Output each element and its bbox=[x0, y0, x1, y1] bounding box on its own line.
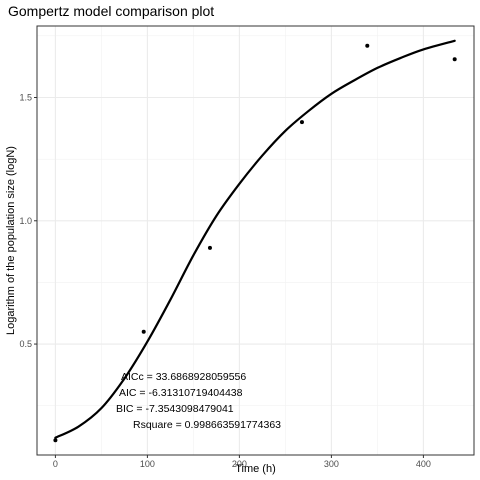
fitted-curve bbox=[54, 39, 456, 439]
axis-ticks: 0 100 200 300 400 0.5 1.0 1.5 bbox=[19, 93, 430, 470]
y-tick-label: 1.5 bbox=[19, 93, 32, 103]
x-tick-label: 0 bbox=[53, 459, 58, 469]
x-tick-label: 100 bbox=[140, 459, 155, 469]
x-tick-label: 300 bbox=[324, 459, 339, 469]
data-point bbox=[207, 245, 212, 250]
data-points bbox=[53, 43, 457, 443]
y-axis-title: Logarithm of the population size (logN) bbox=[5, 146, 17, 335]
y-tick-label: 1.0 bbox=[19, 216, 32, 226]
fitted-curve-layer bbox=[54, 39, 456, 439]
data-point bbox=[53, 438, 58, 443]
annotation-aic: AIC = -6.31310719404438 bbox=[119, 387, 243, 399]
plot-border bbox=[36, 25, 475, 456]
data-point bbox=[141, 329, 146, 334]
x-tick-label: 200 bbox=[232, 459, 247, 469]
annotation-rsquare: Rsquare = 0.998663591774363 bbox=[133, 419, 281, 431]
y-tick-label: 0.5 bbox=[19, 339, 32, 349]
data-point bbox=[452, 57, 457, 62]
data-point bbox=[299, 120, 304, 125]
annotation-aicc: AICc = 33.6868928059556 bbox=[121, 371, 246, 383]
x-tick-label: 400 bbox=[416, 459, 431, 469]
grid-lines bbox=[37, 26, 474, 455]
data-point bbox=[365, 43, 370, 48]
chart-title: Gompertz model comparison plot bbox=[8, 3, 214, 19]
x-axis-title: Time (h) bbox=[235, 463, 276, 475]
plot-panel bbox=[37, 26, 474, 455]
annotation-bic: BIC = -7.3543098479041 bbox=[116, 403, 234, 415]
annotations: AICc = 33.6868928059556 AIC = -6.3131071… bbox=[116, 371, 281, 431]
